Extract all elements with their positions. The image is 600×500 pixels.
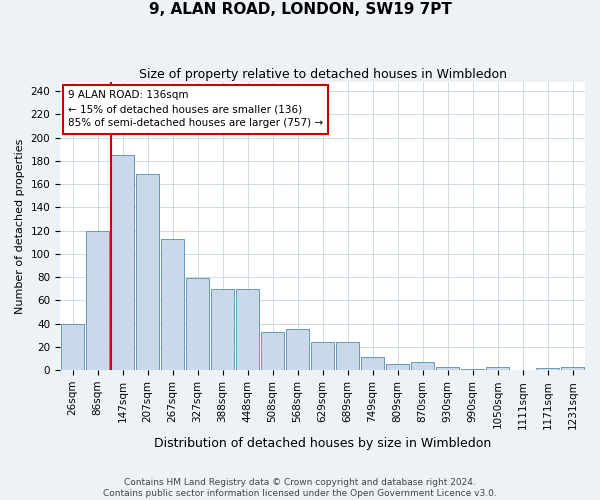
Bar xyxy=(61,324,85,370)
Bar xyxy=(536,368,559,370)
Bar xyxy=(386,364,409,370)
Bar xyxy=(461,369,484,370)
Bar xyxy=(110,155,134,370)
Bar xyxy=(136,174,160,370)
Bar xyxy=(286,330,310,370)
Bar xyxy=(260,332,284,370)
Bar xyxy=(485,366,509,370)
Bar xyxy=(335,342,359,370)
Bar xyxy=(311,342,334,370)
Y-axis label: Number of detached properties: Number of detached properties xyxy=(15,138,25,314)
Bar xyxy=(211,289,235,370)
Bar xyxy=(410,362,434,370)
Bar xyxy=(86,230,109,370)
Bar xyxy=(361,358,385,370)
Bar xyxy=(436,366,460,370)
Bar xyxy=(236,289,259,370)
Text: 9, ALAN ROAD, LONDON, SW19 7PT: 9, ALAN ROAD, LONDON, SW19 7PT xyxy=(149,2,451,18)
X-axis label: Distribution of detached houses by size in Wimbledon: Distribution of detached houses by size … xyxy=(154,437,491,450)
Text: 9 ALAN ROAD: 136sqm
← 15% of detached houses are smaller (136)
85% of semi-detac: 9 ALAN ROAD: 136sqm ← 15% of detached ho… xyxy=(68,90,323,128)
Title: Size of property relative to detached houses in Wimbledon: Size of property relative to detached ho… xyxy=(139,68,506,80)
Bar xyxy=(185,278,209,370)
Bar xyxy=(560,366,584,370)
Text: Contains HM Land Registry data © Crown copyright and database right 2024.
Contai: Contains HM Land Registry data © Crown c… xyxy=(103,478,497,498)
Bar xyxy=(161,238,184,370)
